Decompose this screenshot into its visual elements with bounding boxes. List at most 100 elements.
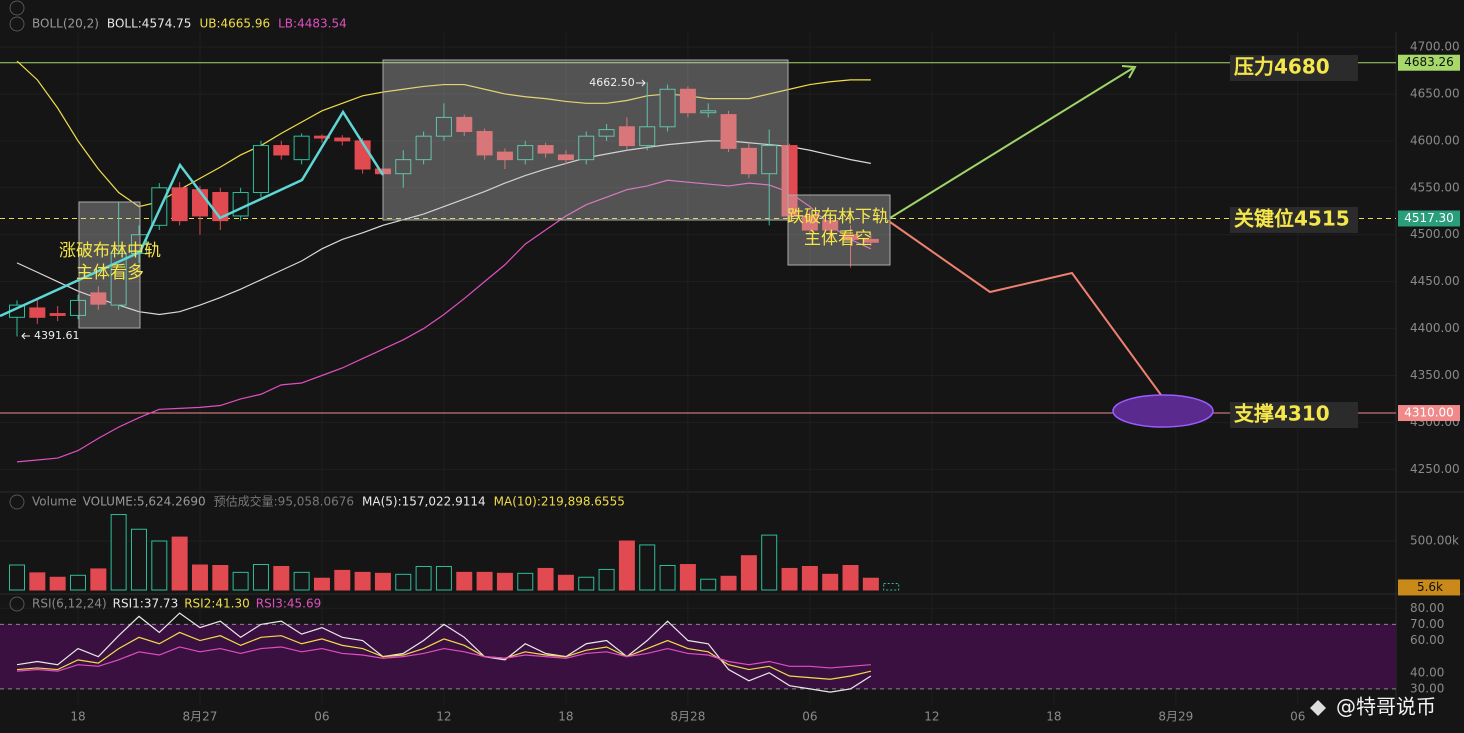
volume-bar — [110, 514, 127, 591]
candle-body — [110, 252, 127, 306]
y-tick-label: 4500.00 — [1410, 227, 1460, 241]
candle-body — [537, 145, 554, 154]
panel-title: RSI(6,12,24) — [32, 597, 107, 611]
candle-body — [842, 234, 859, 240]
volume-bar — [720, 575, 737, 591]
candle-body — [171, 187, 188, 222]
volume-bar — [49, 576, 66, 591]
candle-body — [822, 220, 839, 231]
icon[interactable] — [9, 596, 25, 612]
candle-body — [618, 126, 635, 147]
price-badge — [1398, 54, 1460, 71]
bear-path — [889, 221, 1173, 411]
x-tick-label: 18 — [70, 710, 85, 724]
y-tick-label: 4350.00 — [1410, 368, 1460, 382]
candle-body — [476, 130, 493, 156]
icon[interactable] — [9, 16, 25, 32]
y-tick-label: 4400.00 — [1410, 321, 1460, 335]
volume-bar-current — [883, 582, 900, 591]
candle-body — [761, 145, 778, 175]
x-tick-label: 8月27 — [183, 710, 218, 724]
volume-bar — [435, 565, 452, 591]
volume-bar — [476, 571, 493, 591]
candle-body — [90, 292, 107, 305]
icon[interactable] — [9, 0, 25, 16]
volume-bar — [130, 528, 147, 591]
x-tick-label: 18 — [1046, 710, 1061, 724]
y-tick-label: 4650.00 — [1410, 86, 1460, 100]
candle-body — [415, 135, 432, 161]
volume-bar — [313, 577, 330, 591]
rsi-line — [16, 612, 872, 693]
candle-body — [801, 215, 818, 231]
icon[interactable] — [9, 494, 25, 510]
bollinger-line — [16, 179, 872, 463]
volume-bar — [801, 565, 818, 591]
annotation-layer: 压力4680 关键位4515 支撑4310 涨破布林中轨 主体看多 跌破布林下轨… — [0, 55, 1358, 428]
y-tick-label: 30.00 — [1410, 681, 1444, 695]
volume-bar — [700, 578, 717, 591]
candle-body — [659, 88, 676, 128]
volume-bar — [354, 571, 371, 591]
y-tick-label: 4250.00 — [1410, 462, 1460, 476]
target-ellipse — [1112, 394, 1214, 428]
legend-entry: VOLUME:5,624.2690 — [83, 495, 206, 509]
highlight-box — [382, 59, 789, 221]
volume-bar — [191, 564, 208, 591]
volume-bar — [9, 564, 25, 591]
candle-body — [862, 238, 879, 243]
low-arrow — [21, 332, 30, 340]
high-arrow — [636, 79, 646, 87]
candle-body — [679, 88, 696, 114]
candle-body — [639, 126, 656, 147]
legend-entry: MA(5):157,022.9114 — [362, 495, 486, 509]
y-tick-label: 60.00 — [1410, 633, 1444, 647]
volume-bar — [578, 576, 595, 591]
arrow-head — [1121, 65, 1137, 79]
candle-body — [395, 159, 412, 175]
candle-body — [557, 154, 574, 161]
volume-bar — [273, 565, 290, 591]
rsi-line — [16, 646, 871, 672]
volume-bar — [679, 564, 696, 591]
volume-bar — [517, 572, 534, 591]
volume-bar — [862, 577, 879, 591]
y-tick-label: 500.00k — [1410, 534, 1459, 548]
candle-body — [69, 299, 86, 316]
y-tick-label: 80.00 — [1410, 601, 1444, 615]
volume-bar — [69, 574, 86, 591]
candle-body — [29, 307, 46, 318]
volume-bar — [374, 572, 391, 591]
candle-body — [598, 129, 615, 137]
legend-entry: 预估成交量:95,058.0676 — [214, 494, 354, 509]
candle-body — [456, 116, 473, 132]
trend-zigzag — [0, 109, 385, 318]
volume-bar — [395, 573, 412, 591]
rsi-band — [0, 624, 1396, 689]
candle-body — [496, 151, 513, 161]
highlight-box — [787, 194, 891, 266]
legend-entry: MA(10):219,898.6555 — [494, 495, 625, 509]
candle-body — [720, 114, 737, 149]
price-badge — [1398, 210, 1460, 227]
watermark-logo — [1310, 700, 1326, 716]
candle-body — [273, 145, 290, 156]
volume-bar — [659, 565, 676, 591]
volume-bar — [842, 565, 859, 591]
candle-body — [578, 135, 595, 161]
volume-bar — [90, 568, 107, 591]
label-box — [1230, 402, 1358, 428]
value-badge — [1398, 579, 1460, 596]
volume-bar — [598, 568, 615, 591]
candle-body — [191, 189, 208, 217]
legend-entry: BOLL:4574.75 — [107, 17, 192, 31]
candle-body — [313, 135, 330, 139]
volume-bar — [29, 572, 46, 591]
volume-bar — [415, 565, 432, 591]
volume-bar — [557, 574, 574, 591]
volume-bar — [537, 567, 554, 591]
y-tick-label: 70.00 — [1410, 617, 1444, 631]
volume-bar — [618, 540, 635, 591]
candle-body — [293, 135, 310, 161]
x-tick-label: 18 — [558, 710, 573, 724]
